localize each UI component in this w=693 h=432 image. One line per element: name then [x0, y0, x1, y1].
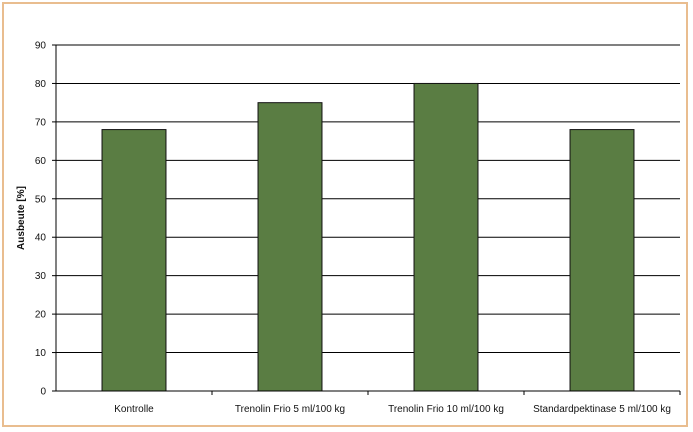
x-category-label: Trenolin Frio 10 ml/100 kg: [388, 404, 504, 415]
x-category-label: Kontrolle: [114, 404, 154, 415]
bar: [257, 102, 323, 392]
y-tick-label: 50: [35, 194, 47, 205]
y-tick-label: 10: [35, 348, 47, 359]
bar: [413, 82, 479, 392]
bar: [569, 129, 635, 392]
y-tick-label: 20: [35, 310, 47, 321]
y-tick-label: 0: [40, 387, 46, 398]
axes: [52, 44, 681, 395]
bars: [101, 82, 635, 392]
x-category-label: Standardpektinase 5 ml/100 kg: [533, 404, 671, 415]
bar: [101, 129, 167, 392]
y-tick-label: 70: [35, 117, 47, 128]
y-axis-title: Ausbeute [%]: [16, 186, 27, 250]
y-tick-label: 40: [35, 233, 47, 244]
y-tick-labels: 0 10 20 30 40 50 60 70 80 90: [35, 41, 47, 398]
y-tick-label: 30: [35, 271, 47, 282]
y-tick-label: 80: [35, 79, 47, 90]
x-category-labels: Kontrolle Trenolin Frio 5 ml/100 kg Trenol…: [114, 404, 671, 415]
y-tick-label: 90: [35, 41, 47, 52]
y-tick-label: 60: [35, 156, 47, 167]
x-category-label: Trenolin Frio 5 ml/100 kg: [235, 404, 345, 415]
